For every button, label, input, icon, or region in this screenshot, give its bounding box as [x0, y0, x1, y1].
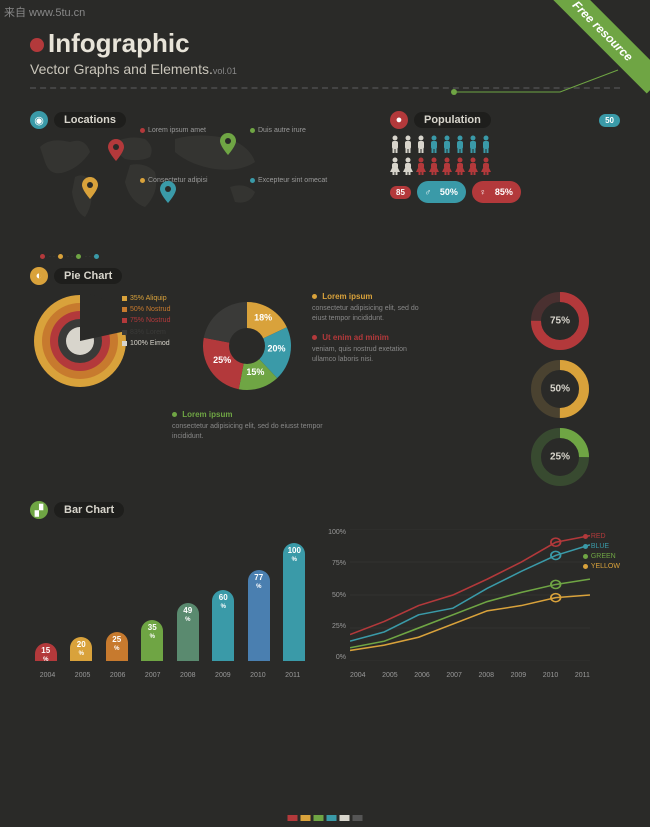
connector-line [450, 66, 620, 96]
female-icon [403, 157, 413, 175]
bar-section: 15% 20% 25% 35% 49% 60% 77% 100% 2004 2005 2006 20… [30, 529, 620, 679]
bar: 15% [35, 643, 57, 661]
location-label: Excepteur sint omecat [250, 177, 327, 184]
female-icon [429, 157, 439, 175]
map-pin [160, 181, 176, 203]
pie-title: Pie Chart [54, 268, 122, 284]
female-icon [390, 157, 400, 175]
svg-text:20%: 20% [267, 344, 285, 354]
bar-year: 2010 [250, 672, 266, 679]
female-icon [468, 157, 478, 175]
progress-ring: 25% [530, 427, 590, 487]
bar: 49% [177, 603, 199, 661]
population-title: Population [414, 112, 491, 128]
bar: 35% [141, 620, 163, 661]
bar-year: 2011 [285, 672, 300, 679]
bar-title: Bar Chart [54, 502, 124, 518]
line-legend-item: YELLOW [583, 563, 620, 570]
locations-legend: ············ [40, 254, 99, 259]
pie-description: Lorem ipsumconsectetur adipisicing elit,… [312, 291, 432, 324]
male-icon [416, 135, 426, 153]
map-pin [220, 133, 236, 155]
female-icon [455, 157, 465, 175]
header: Infographic Vector Graphs and Elements.v… [30, 28, 620, 89]
bar: 25% [106, 632, 128, 662]
male-icon [403, 135, 413, 153]
bar-year: 2006 [110, 672, 126, 679]
location-label: Duis autre irure [250, 127, 306, 134]
svg-text:18%: 18% [254, 313, 272, 323]
bar: 77% [248, 570, 270, 661]
female-pill: ♀85% [472, 181, 521, 203]
donut-chart: 18% 20% 15% 25% [192, 291, 302, 401]
person-icon: ● [390, 111, 408, 129]
male-pill: ♂50% [417, 181, 466, 203]
bar-icon: ▞ [30, 501, 48, 519]
male-icon [442, 135, 452, 153]
male-icon [390, 135, 400, 153]
female-row [390, 157, 620, 175]
pie-icon: ◐ [30, 267, 48, 285]
bar: 20% [70, 637, 92, 661]
line-legend: RED BLUE GREEN YELLOW [583, 533, 620, 573]
bar-chart: 15% 20% 25% 35% 49% 60% 77% 100% 2004 2005 2006 20… [30, 529, 310, 679]
male-icon [481, 135, 491, 153]
female-icon [416, 157, 426, 175]
progress-rings: 75% 50% 25% [500, 291, 620, 487]
female-icon [481, 157, 491, 175]
line-legend-item: BLUE [583, 543, 620, 550]
line-legend-item: GREEN [583, 553, 620, 560]
bar-year: 2005 [75, 672, 91, 679]
pie-section: 35% Aliquip50% Nostrud75% Nostrud83% Lor… [30, 291, 620, 487]
watermark: 来自 www.5tu.cn [4, 4, 85, 20]
page-title: Infographic [30, 28, 620, 59]
svg-text:15%: 15% [246, 367, 264, 377]
locations-section: ◉ Locations Lorem ipsum ametDuis autre i… [30, 103, 374, 263]
line-legend-item: RED [583, 533, 620, 540]
badge-85: 85 [390, 186, 411, 199]
bar: 100% [283, 543, 305, 661]
bar-year: 2007 [145, 672, 161, 679]
bar-year: 2004 [40, 672, 56, 679]
male-icon [455, 135, 465, 153]
footer-swatches [288, 815, 363, 821]
male-row [390, 135, 620, 153]
map-pin [82, 177, 98, 199]
bar: 60% [212, 590, 234, 661]
badge-50: 50 [599, 114, 620, 127]
progress-ring: 50% [530, 359, 590, 419]
male-icon [429, 135, 439, 153]
progress-ring: 75% [530, 291, 590, 351]
map-pin [108, 139, 124, 161]
location-label: Lorem ipsum amet [140, 127, 206, 134]
svg-text:25%: 25% [213, 355, 231, 365]
pie-description: Lorem ipsumconsectetur adipisicing elit,… [172, 409, 332, 442]
female-icon [442, 157, 452, 175]
male-icon [468, 135, 478, 153]
bar-year: 2008 [180, 672, 196, 679]
concentric-pie [30, 291, 130, 391]
line-chart: 100%75%50%25%0% 200420052006200720082009… [324, 529, 620, 679]
pie-description: Ut enim ad minimveniam, quis nostrud exe… [312, 332, 432, 365]
locations-title: Locations [54, 112, 126, 128]
bar-year: 2009 [215, 672, 231, 679]
population-section: ● Population 50 85 ♂50% ♀85% [390, 103, 620, 263]
